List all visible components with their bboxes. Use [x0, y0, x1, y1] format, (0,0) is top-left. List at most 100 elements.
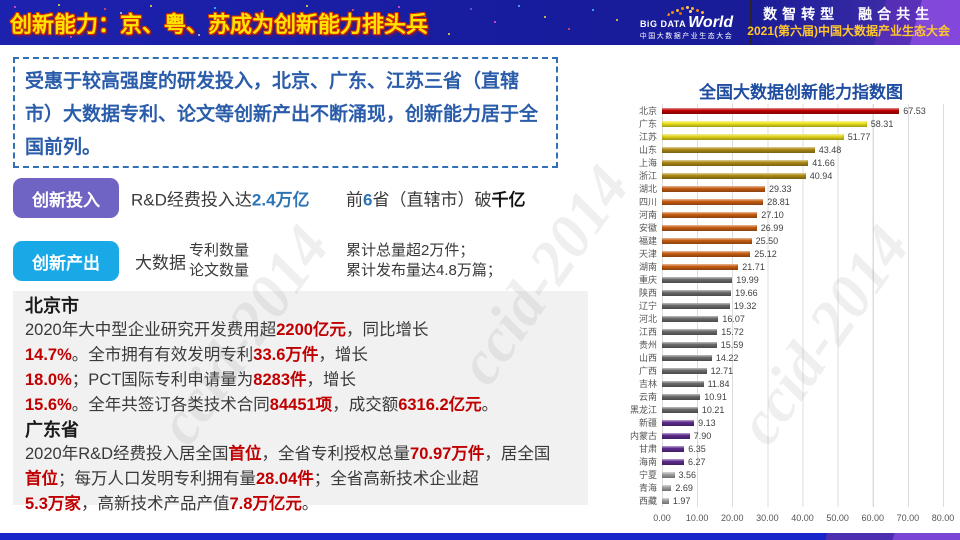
- chart-category-label: 黑龙江: [629, 405, 657, 415]
- slide-title: 创新能力：京、粤、苏成为创新能力排头兵: [10, 11, 429, 37]
- chart-row: 内蒙古 7.90: [630, 429, 943, 442]
- chart-row: 黑龙江 10.21: [630, 403, 943, 416]
- chart-category-label: 贵州: [638, 340, 657, 350]
- chart-rows: 北京 67.53 广东 58.31 江苏 51.77 山东 43.48 上海 41.66 浙江 40.…: [630, 104, 943, 507]
- chart-category-label: 福建: [638, 236, 657, 246]
- chart-bar: [662, 198, 764, 205]
- chart-bar: [662, 484, 672, 491]
- chart-row: 吉林 11.84: [639, 377, 943, 390]
- chart-category-label: 陕西: [638, 288, 657, 298]
- chart-axis-tick: 30.00: [756, 513, 779, 523]
- chart-value-label: 27.10: [761, 209, 784, 220]
- chart-bar: [662, 458, 684, 465]
- chart-bar: [662, 237, 752, 244]
- chart-category-label: 广东: [638, 119, 657, 129]
- chart-bar: [662, 250, 751, 257]
- guangdong-title: 广东省: [25, 420, 79, 440]
- chart-value-label: 19.32: [733, 300, 757, 311]
- chart-category-label: 甘肃: [638, 444, 657, 454]
- chart-row: 云南 10.91: [639, 390, 943, 403]
- header-facet-decoration: [840, 0, 960, 45]
- chart-value-label: 3.56: [678, 469, 697, 480]
- chart-value-label: 7.90: [693, 430, 712, 441]
- chart-value-label: 58.31: [870, 118, 894, 129]
- beijing-detail-text: 2020年大中型企业研究开发费用超2200亿元，同比增长14.7%。全市拥有有效…: [25, 321, 499, 414]
- chart-value-label: 10.21: [701, 404, 725, 415]
- chart-bar: [662, 497, 669, 504]
- chart-row: 海南 6.27: [639, 455, 943, 468]
- chart-bar: [662, 146, 815, 153]
- chart-category-label: 西藏: [638, 496, 657, 506]
- event-name: 2021(第六届)中国大数据产业生态大会: [747, 23, 950, 38]
- chart-category-label: 海南: [638, 457, 657, 467]
- top-provinces-text: 前6省（直辖市）破千亿: [346, 190, 526, 210]
- chart-title: 全国大数据创新能力指数图: [699, 83, 903, 102]
- confetti-decoration: [0, 0, 2, 2]
- chart-value-label: 6.35: [688, 443, 706, 454]
- chart-category-label: 上海: [638, 158, 657, 168]
- chart-value-label: 11.84: [707, 378, 730, 389]
- event-slogan-block: 数智转型 融合共生 2021(第六届)中国大数据产业生态大会: [747, 6, 950, 39]
- chart-bar: [662, 471, 675, 478]
- chart-row: 西藏 1.97: [639, 494, 943, 507]
- chart-plot-area: 北京 67.53 广东 58.31 江苏 51.77 山东 43.48 上海 41.66 浙江 40.…: [630, 104, 954, 527]
- chart-category-label: 广西: [638, 366, 657, 376]
- chart-row: 天津 25.12: [639, 247, 943, 260]
- chart-row: 广西 12.71: [639, 364, 943, 377]
- chart-bar: [662, 341, 717, 348]
- chart-bar: [662, 367, 707, 374]
- chart-row: 福建 25.50: [639, 234, 943, 247]
- chart-row: 河南 27.10: [639, 208, 943, 221]
- chart-row: 江苏 51.77: [639, 130, 943, 143]
- chart-axis-tick: 40.00: [791, 513, 814, 523]
- summary-text: 受惠于较高强度的研发投入，北京、广东、江苏三省（直辖市）大数据专利、论文等创新产…: [25, 71, 539, 158]
- chart-bar: [662, 211, 758, 218]
- chart-axis-tick: 80.00: [931, 513, 955, 523]
- guangdong-detail-text: 2020年R&D经费投入居全国首位，全省专利授权总量70.97万件，居全国首位；…: [25, 445, 551, 513]
- chart-category-label: 北京: [638, 106, 657, 116]
- chart-bar: [662, 133, 844, 140]
- output-results-list: 累计总量超2万件； 累计发布量达4.8万篇；: [346, 242, 502, 279]
- chart-value-label: 10.91: [704, 391, 727, 402]
- chart-bar: [662, 328, 718, 335]
- chart-category-label: 湖北: [638, 184, 657, 194]
- chart-row: 安徽 26.99: [639, 221, 943, 234]
- logo-text-bigdata: BiG DATA: [639, 18, 687, 29]
- chart-axis-tick: 50.00: [826, 513, 849, 523]
- chart-bar: [662, 276, 733, 283]
- chart-category-label: 宁夏: [638, 470, 657, 480]
- chart-bar: [662, 289, 732, 296]
- chart-bar: [662, 432, 690, 439]
- chart-bar: [662, 107, 900, 114]
- chart-value-label: 15.72: [721, 326, 744, 337]
- chart-value-label: 19.99: [736, 274, 759, 285]
- chart-category-label: 山西: [638, 353, 657, 363]
- chart-row: 广东 58.31: [639, 117, 943, 130]
- chart-value-label: 19.66: [735, 287, 758, 298]
- chart-bar: [662, 172, 806, 179]
- chart-value-label: 67.53: [903, 105, 926, 116]
- chart-value-label: 51.77: [847, 131, 871, 142]
- header-bar: 创新能力：京、粤、苏成为创新能力排头兵 BiG DATA World 中国大数据产…: [0, 0, 960, 45]
- innovation-output-row: 创新产出 大数据 专利数量 论文数量 累计总量超2万件； 累计发布量达4.8万篇；: [13, 232, 593, 290]
- chart-category-label: 安徽: [638, 223, 657, 233]
- chart-category-label: 内蒙古: [629, 431, 657, 441]
- chart-category-label: 云南: [638, 392, 657, 402]
- bottom-accent-bar: [0, 533, 960, 540]
- chart-row: 山东 43.48: [639, 143, 943, 156]
- chart-bar: [662, 406, 698, 413]
- chart-bar: [662, 419, 695, 426]
- chart-value-label: 40.94: [809, 170, 833, 181]
- chart-category-label: 江西: [638, 327, 657, 337]
- chart-row: 陕西 19.66: [639, 286, 943, 299]
- chart-bar: [662, 302, 730, 309]
- chart-value-label: 43.48: [818, 144, 842, 155]
- rnd-investment-text: R&D经费投入达2.4万亿: [131, 190, 310, 210]
- chart-row: 上海 41.66: [639, 156, 943, 169]
- chart-category-label: 山东: [638, 145, 657, 155]
- logo-subtitle: 中国大数据产业生态大会: [639, 32, 734, 40]
- chart-bar: [662, 185, 765, 192]
- chart-value-label: 21.71: [742, 261, 765, 272]
- chart-value-label: 26.99: [760, 222, 784, 233]
- innovation-output-badge: 创新产出: [13, 241, 119, 281]
